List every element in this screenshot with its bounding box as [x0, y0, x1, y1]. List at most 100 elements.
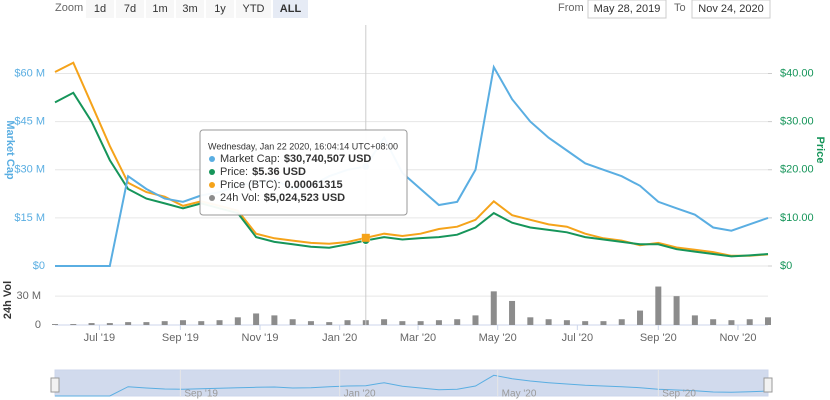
volume-bar	[765, 317, 771, 325]
volume-axis-label: 24h Vol	[2, 281, 14, 319]
x-tick-label: Sep '19	[162, 332, 199, 344]
tooltip-row: Price (BTC): 0.00061315	[220, 179, 343, 191]
volume-bar	[143, 322, 150, 325]
tooltip-row-label: Price (BTC):	[220, 179, 281, 191]
volume-bar	[88, 323, 95, 325]
tooltip-row-value: $30,740,507 USD	[284, 153, 372, 165]
volume-bar	[326, 322, 333, 325]
to-date[interactable]: Nov 24, 2020	[698, 3, 763, 15]
zoom-button[interactable]	[206, 0, 234, 18]
volume-bar	[435, 320, 442, 325]
zoom-button-label[interactable]: 1d	[94, 3, 106, 15]
tooltip-row: 24h Vol: $5,024,523 USD	[220, 192, 345, 204]
zoom-button-label[interactable]: YTD	[243, 3, 265, 15]
x-tick-label: Nov '19	[242, 332, 279, 344]
volume-bar	[563, 320, 570, 325]
y2-tick-label: $10.00	[780, 212, 814, 224]
volume-bar	[307, 321, 314, 325]
zoom-button-label[interactable]: ALL	[280, 3, 302, 15]
y2-tick-label: $40.00	[780, 67, 814, 79]
y-tick-label: $15 M	[14, 212, 45, 224]
volume-bar	[289, 319, 296, 325]
zoom-button[interactable]	[176, 0, 204, 18]
volume-bar	[271, 315, 278, 325]
volume-bar	[582, 321, 589, 325]
zoom-button-label[interactable]: 1y	[214, 3, 226, 15]
volume-bar	[52, 324, 58, 325]
zoom-button[interactable]	[273, 0, 308, 18]
zoom-button[interactable]	[236, 0, 271, 18]
volume-bar	[637, 310, 644, 325]
volume-bar	[253, 313, 260, 325]
tooltip-row: Price: $5.36 USD	[220, 166, 306, 178]
volume-bar	[472, 315, 479, 325]
tooltip-row: Market Cap: $30,740,507 USD	[220, 153, 371, 165]
volume-bar	[399, 321, 406, 325]
from-date[interactable]: May 28, 2019	[594, 3, 661, 15]
y-tick-label: $30 M	[14, 164, 45, 176]
tooltip: Wednesday, Jan 22 2020, 16:04:14 UTC+08:…	[199, 129, 408, 216]
tooltip-row-label: Market Cap:	[220, 153, 280, 165]
y2-axis-label: Price	[814, 137, 826, 164]
tooltip-row-value: $5,024,523 USD	[264, 192, 345, 204]
navigator-tick-label: Jan '20	[344, 389, 376, 400]
volume-tick-label: 30 M	[17, 290, 41, 302]
volume-bar	[216, 320, 223, 325]
to-label: To	[674, 2, 686, 14]
zoom-button[interactable]	[146, 0, 174, 18]
y-tick-label: $0	[33, 260, 45, 272]
zoom-button-label[interactable]: 1m	[152, 3, 167, 15]
x-tick-label: Jul '20	[562, 332, 593, 344]
tooltip-bullet	[209, 156, 215, 162]
x-tick-label: May '20	[479, 332, 517, 344]
zoom-button[interactable]	[86, 0, 114, 18]
volume-bar	[527, 317, 534, 325]
to-input[interactable]	[691, 0, 771, 19]
volume-bar	[728, 320, 735, 325]
series-line	[54, 91, 769, 258]
tooltip-row-value: 0.00061315	[285, 179, 343, 191]
y2-tick-label: $30.00	[780, 116, 814, 128]
x-tick-label: Jan '20	[322, 332, 357, 344]
volume-bar	[673, 296, 680, 325]
navigator-handle[interactable]	[50, 377, 60, 393]
volume-bar	[454, 319, 461, 325]
tooltip-row-value: $5.36 USD	[252, 166, 306, 178]
zoom-button-label[interactable]: 3m	[182, 3, 197, 15]
volume-bar	[106, 323, 113, 325]
zoom-button[interactable]	[116, 0, 144, 18]
y2-tick-label: $0	[780, 260, 792, 272]
volume-bar	[710, 319, 717, 325]
x-tick-label: Mar '20	[400, 332, 436, 344]
tooltip-title: Wednesday, Jan 22 2020, 16:04:14 UTC+08:…	[208, 141, 398, 151]
hover-marker	[361, 233, 370, 242]
volume-tick-label: 0	[35, 319, 41, 331]
tooltip-box	[199, 129, 408, 216]
volume-bar	[198, 321, 205, 325]
navigator-tick-label: May '20	[502, 389, 537, 400]
zoom-button-label[interactable]: 7d	[124, 3, 136, 15]
y-axis-label: Market Cap	[4, 120, 16, 180]
volume-bar	[691, 315, 698, 325]
volume-bar	[509, 300, 516, 325]
navigator-line	[55, 374, 769, 397]
volume-bar	[179, 320, 186, 325]
x-tick-label: Sep '20	[640, 332, 677, 344]
volume-bar	[545, 319, 552, 325]
volume-bar	[417, 321, 424, 325]
volume-bar	[234, 317, 241, 325]
volume-bar	[490, 291, 497, 325]
from-label: From	[558, 2, 584, 14]
tooltip-bullet	[209, 182, 215, 188]
series-line	[55, 64, 769, 267]
x-tick-label: Jul '19	[84, 332, 115, 344]
x-tick-label: Nov '20	[719, 332, 756, 344]
from-input[interactable]	[587, 0, 667, 19]
tooltip-bullet	[209, 195, 215, 201]
volume-bar	[746, 319, 753, 325]
navigator	[54, 369, 769, 397]
volume-bar	[161, 321, 168, 325]
navigator-tick-label: Sep '20	[662, 389, 696, 400]
navigator-handle[interactable]	[763, 377, 773, 393]
